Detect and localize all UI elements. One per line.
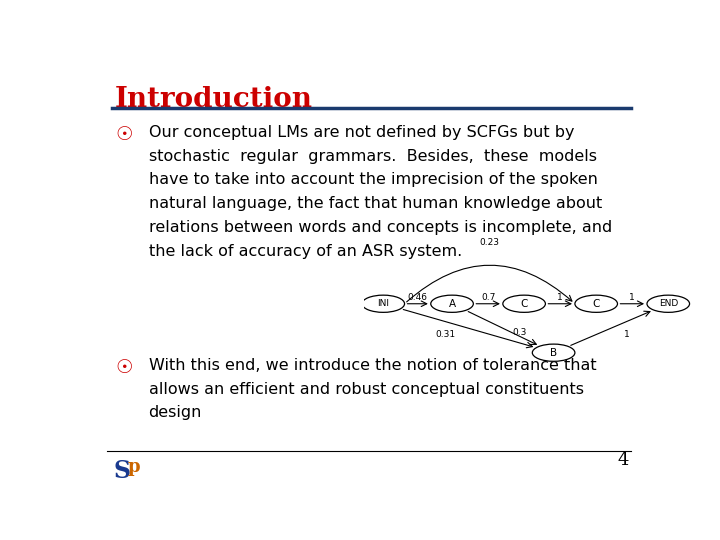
Text: With this end, we introduce the notion of tolerance that: With this end, we introduce the notion o… (148, 358, 596, 373)
Text: 0.31: 0.31 (436, 330, 456, 339)
Text: C: C (521, 299, 528, 309)
Text: 1: 1 (624, 330, 630, 339)
Circle shape (362, 295, 405, 312)
Text: END: END (659, 299, 678, 308)
Text: S: S (114, 459, 130, 483)
Circle shape (431, 295, 473, 312)
Text: stochastic  regular  grammars.  Besides,  these  models: stochastic regular grammars. Besides, th… (148, 149, 597, 164)
Text: Our conceptual LMs are not defined by SCFGs but by: Our conceptual LMs are not defined by SC… (148, 125, 574, 140)
Circle shape (503, 295, 546, 312)
Circle shape (575, 295, 618, 312)
Text: relations between words and concepts is incomplete, and: relations between words and concepts is … (148, 220, 612, 235)
Text: the lack of accuracy of an ASR system.: the lack of accuracy of an ASR system. (148, 244, 462, 259)
Text: 1: 1 (629, 293, 635, 302)
Text: INI: INI (377, 299, 390, 308)
Text: natural language, the fact that human knowledge about: natural language, the fact that human kn… (148, 196, 602, 211)
Text: ☉: ☉ (115, 358, 132, 377)
Text: ☉: ☉ (115, 125, 132, 144)
Text: 0.46: 0.46 (408, 293, 428, 302)
Text: 4: 4 (617, 451, 629, 469)
Text: A: A (449, 299, 456, 309)
Text: C: C (593, 299, 600, 309)
Text: have to take into account the imprecision of the spoken: have to take into account the imprecisio… (148, 172, 598, 187)
Text: p: p (127, 458, 140, 476)
Text: B: B (550, 348, 557, 357)
Text: 0.3: 0.3 (512, 328, 526, 337)
Circle shape (647, 295, 690, 312)
Text: 1: 1 (557, 293, 563, 302)
Circle shape (532, 344, 575, 361)
Text: 0.23: 0.23 (480, 238, 500, 247)
Text: allows an efficient and robust conceptual constituents: allows an efficient and robust conceptua… (148, 382, 584, 397)
Text: Introduction: Introduction (115, 85, 313, 113)
Text: 0.7: 0.7 (481, 293, 495, 302)
Text: design: design (148, 406, 202, 420)
